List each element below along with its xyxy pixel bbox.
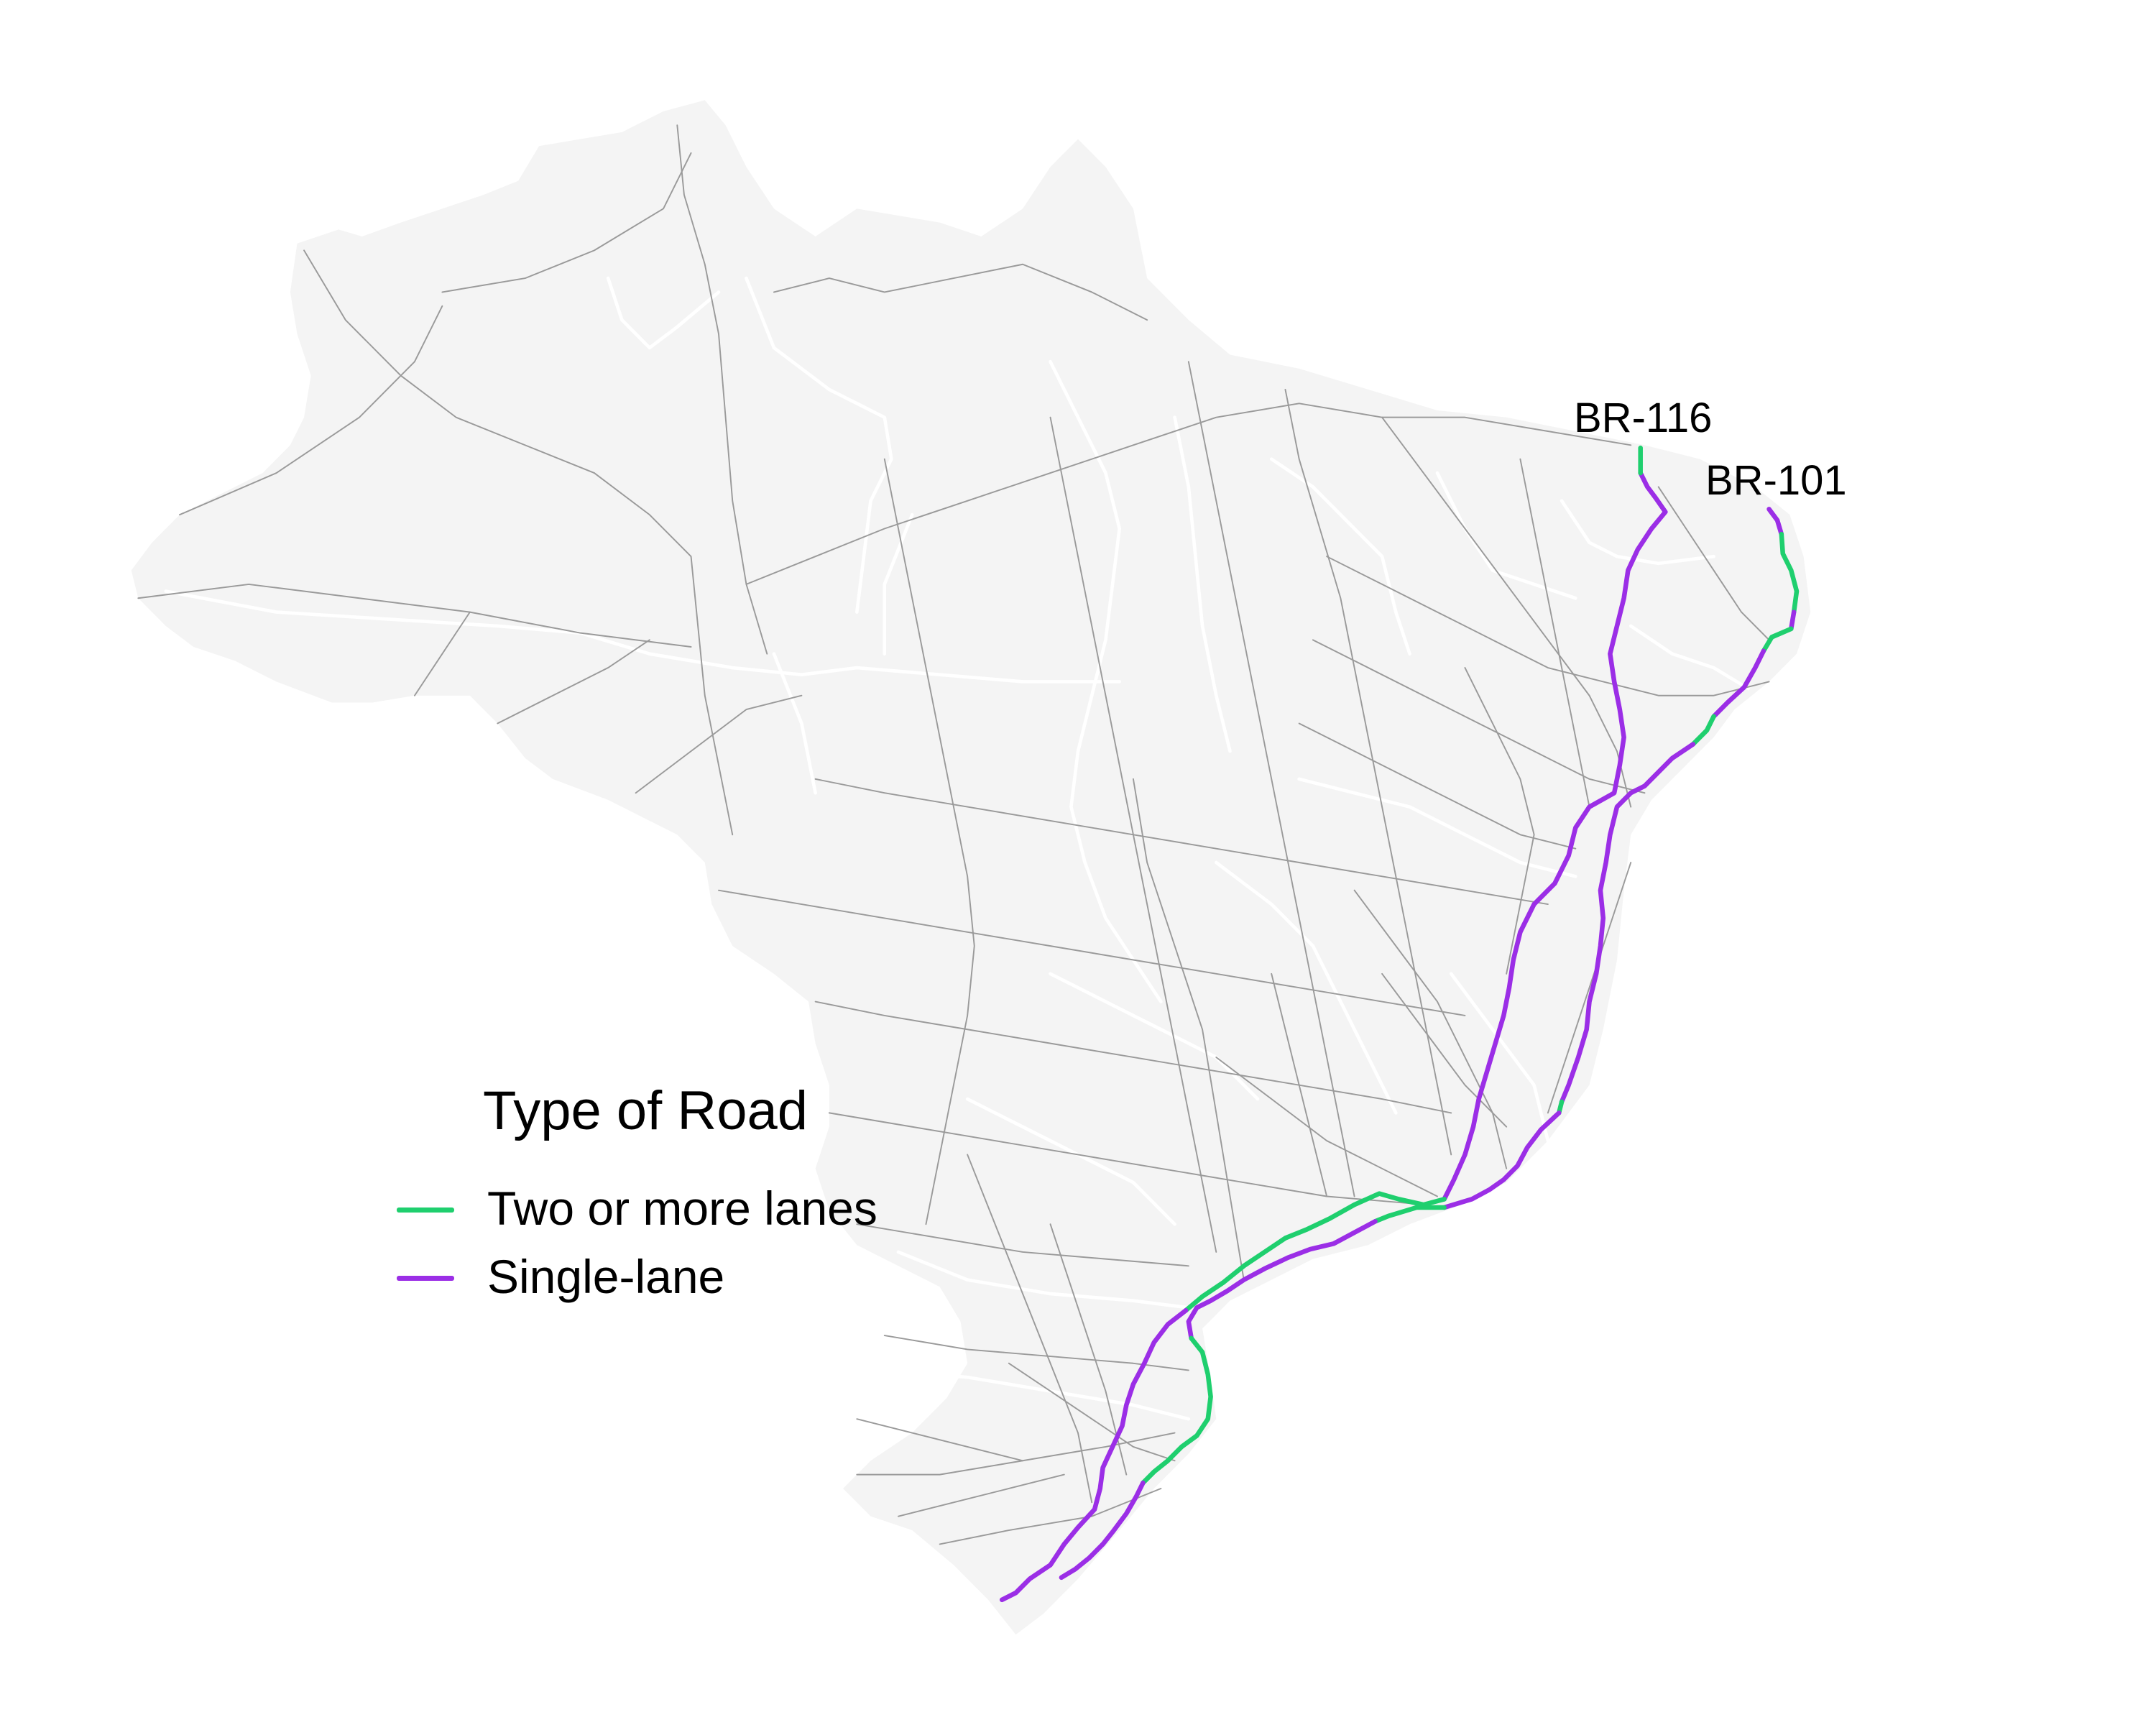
br-101-highway xyxy=(1059,507,1800,1581)
br-101-single-lane-segment xyxy=(1789,610,1797,632)
road-network xyxy=(137,124,1770,1545)
br-116-single-lane-segment xyxy=(999,1307,1189,1603)
legend-label-single-lane: Single-lane xyxy=(487,1250,725,1303)
legend: Type of Road Two or more lanes Single-la… xyxy=(388,1084,1035,1328)
br-116-multi-lane-segment xyxy=(1183,1191,1447,1313)
legend-item-single-lane: Single-lane xyxy=(388,1253,1035,1303)
br-101-multi-lane-segment xyxy=(1690,714,1716,747)
br-116-single-lane-segment xyxy=(1442,470,1668,1202)
br-101-label: BR-101 xyxy=(1705,457,1847,504)
legend-label-multi-lane: Two or more lanes xyxy=(487,1182,877,1235)
br-101-multi-lane-segment xyxy=(1373,1205,1447,1224)
br-101-multi-lane-segment xyxy=(1779,531,1800,615)
brazil-land xyxy=(131,100,1811,1635)
br-101-single-lane-segment xyxy=(1766,507,1784,537)
br-101-single-lane-segment xyxy=(1059,1480,1146,1581)
legend-title: Type of Road xyxy=(483,1080,808,1141)
legend-swatch-single-lane xyxy=(397,1276,454,1281)
br-116-label: BR-116 xyxy=(1574,395,1713,441)
br-101-single-lane-segment xyxy=(1711,648,1766,719)
br-101-single-lane-segment xyxy=(1559,742,1696,1105)
br-101-multi-lane-segment xyxy=(1141,1335,1213,1486)
br-101-multi-lane-segment xyxy=(1761,626,1794,654)
br-101-single-lane-segment xyxy=(1442,1110,1562,1210)
br-101-single-lane-segment xyxy=(1186,1219,1378,1341)
legend-swatch-multi-lane xyxy=(397,1208,454,1213)
br-116-highway xyxy=(999,445,1668,1603)
legend-item-multi-lane: Two or more lanes xyxy=(388,1184,1035,1235)
